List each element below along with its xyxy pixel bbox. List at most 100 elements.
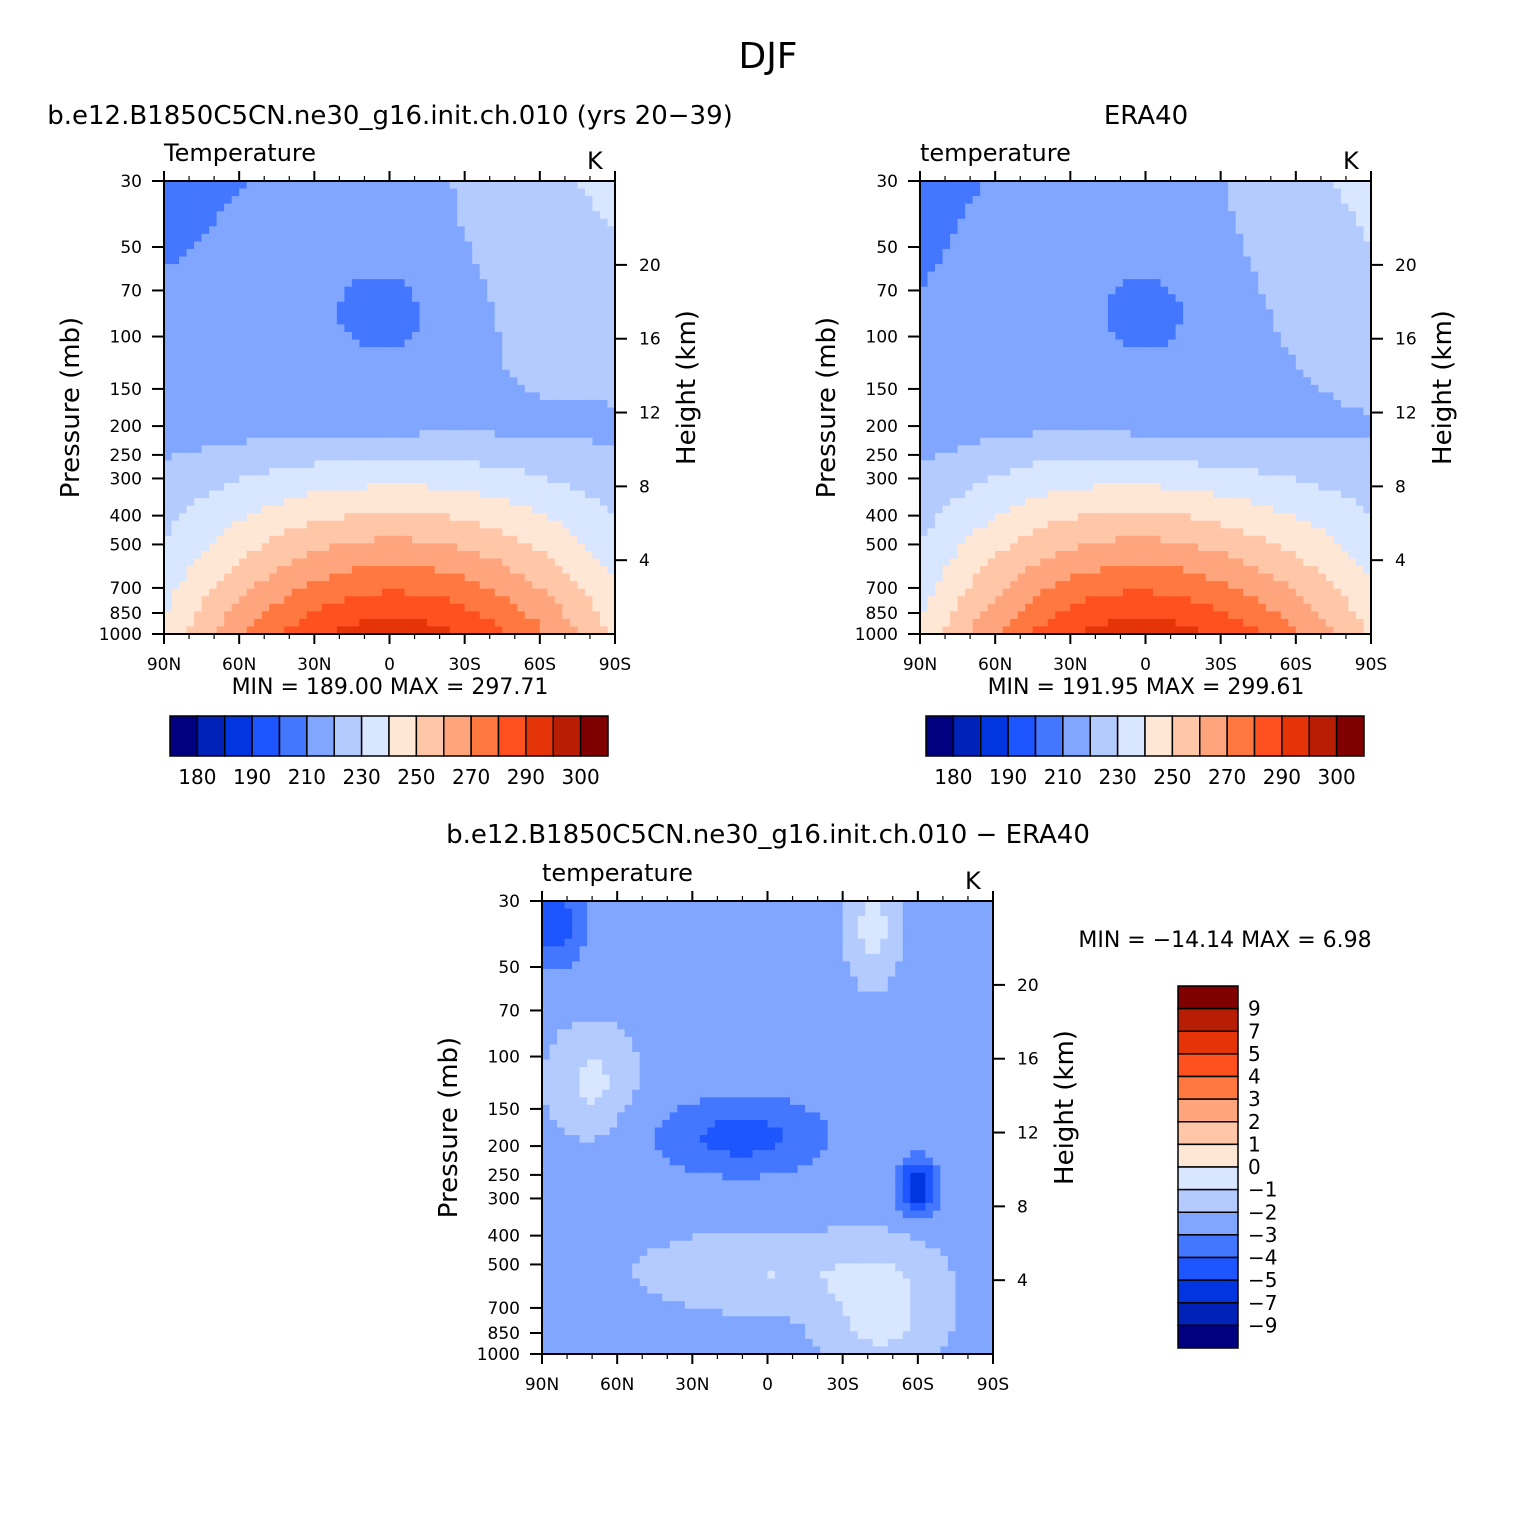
field-cell [920,354,929,363]
field-cell [1070,460,1079,469]
field-cell [562,588,571,597]
field-cell [554,430,563,439]
field-cell [224,505,233,514]
field-cell [171,392,180,401]
field-cell [179,241,188,250]
field-cell [599,498,609,507]
field-cell [509,384,518,393]
field-cell [927,248,936,258]
field-cell [359,377,368,386]
field-cell [449,248,458,258]
field-cell [299,362,308,371]
field-cell [1062,369,1071,378]
field-cell [599,618,609,628]
field-cell [299,618,308,628]
field-cell [1055,218,1064,227]
field-cell [1025,505,1034,514]
field-cell [239,226,248,235]
field-cell [1070,294,1079,303]
field-cell [547,445,556,454]
field-cell [479,467,488,477]
y-axis-label: Pressure (mb) [56,317,86,498]
field-cell [306,181,315,190]
field-cell [389,377,398,386]
field-cell [607,437,616,446]
field-cell [569,271,579,280]
field-cell [449,437,458,446]
field-cell [231,588,240,597]
field-cell [524,181,533,190]
field-cell [972,362,981,371]
field-cell [231,505,240,514]
field-cell [276,324,285,333]
field-cell [171,324,180,333]
field-cell [261,490,270,499]
field-cell [472,430,481,439]
colorbar-box [333,715,363,757]
field-cell [494,392,503,401]
field-cell [472,324,481,333]
field-cell [592,279,601,288]
field-cell [1062,347,1071,356]
field-cell [920,475,929,484]
field-cell [381,218,391,227]
field-cell [942,543,951,552]
field-cell [957,407,966,416]
field-cell [397,233,406,242]
field-cell [995,286,1004,295]
field-cell [336,392,345,401]
field-cell [1025,332,1034,341]
field-cell [562,399,571,409]
field-cell [1055,422,1064,431]
field-cell [987,332,996,341]
field-cell [427,437,436,446]
field-cell [254,407,263,416]
field-cell [442,611,451,620]
field-cell [599,264,609,273]
field-cell [246,226,255,235]
field-cell [359,566,368,575]
field-cell [201,407,210,416]
field-cell [427,226,436,235]
field-cell [306,256,315,265]
field-cell [186,558,195,567]
field-cell [404,445,413,454]
field-cell [374,264,383,273]
field-cell [201,505,210,514]
field-cell [920,181,929,190]
field-cell [359,513,368,522]
field-cell [404,415,413,424]
field-cell [164,611,173,620]
field-cell [1062,218,1071,227]
field-cell [381,437,391,446]
field-cell [524,415,533,424]
field-cell [442,513,451,522]
field-cell [942,324,951,333]
field-cell [1070,611,1079,620]
field-cell [209,437,218,446]
field-cell [171,362,180,371]
field-cell [329,294,338,303]
field-cell [351,188,361,197]
field-cell [381,332,391,341]
field-cell [592,362,601,371]
field-cell [299,490,308,499]
field-cell [374,437,383,446]
field-cell [397,316,406,326]
field-cell [980,362,989,371]
field-cell [1040,430,1049,439]
field-cell [539,467,548,477]
field-cell [209,264,218,273]
field-cell [487,588,496,597]
field-cell [980,309,989,318]
field-cell [950,181,959,190]
field-cell [577,399,586,409]
field-cell [1047,226,1056,235]
field-cell [554,347,563,356]
field-cell [434,218,443,227]
field-cell [1047,279,1056,288]
field-cell [194,218,203,227]
field-cell [457,279,466,288]
field-cell [562,460,571,469]
field-cell [434,626,443,635]
